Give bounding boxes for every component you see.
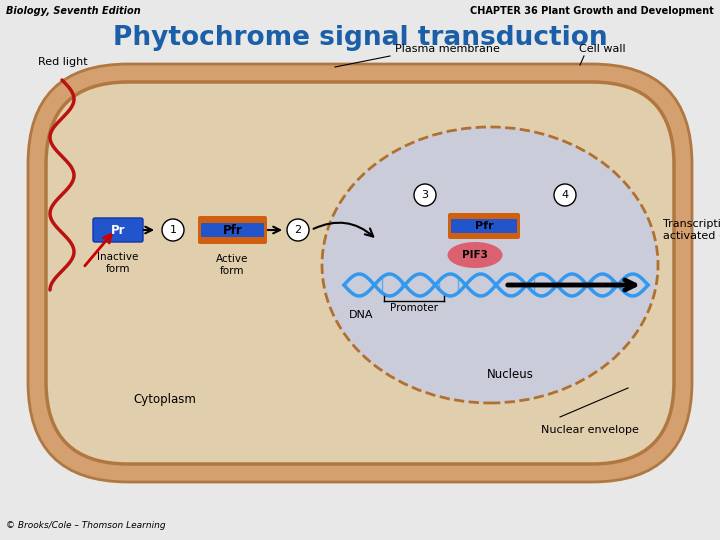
FancyBboxPatch shape bbox=[93, 218, 143, 242]
Text: 1: 1 bbox=[169, 225, 176, 235]
Circle shape bbox=[414, 184, 436, 206]
Text: Promoter: Promoter bbox=[390, 303, 438, 313]
Text: Active
form: Active form bbox=[216, 254, 248, 275]
Text: DNA: DNA bbox=[349, 310, 374, 320]
Text: Pfr: Pfr bbox=[222, 224, 243, 237]
Circle shape bbox=[287, 219, 309, 241]
Ellipse shape bbox=[322, 127, 658, 403]
Text: 4: 4 bbox=[562, 190, 569, 200]
Text: Biology, Seventh Edition: Biology, Seventh Edition bbox=[6, 6, 140, 16]
Text: © Brooks/Cole – Thomson Learning: © Brooks/Cole – Thomson Learning bbox=[6, 522, 166, 530]
FancyBboxPatch shape bbox=[448, 213, 520, 239]
FancyBboxPatch shape bbox=[198, 216, 267, 244]
Text: Cytoplasm: Cytoplasm bbox=[134, 394, 197, 407]
Circle shape bbox=[162, 219, 184, 241]
FancyBboxPatch shape bbox=[46, 82, 674, 464]
Text: Pr: Pr bbox=[111, 224, 125, 237]
Text: Pfr: Pfr bbox=[474, 221, 493, 231]
Circle shape bbox=[554, 184, 576, 206]
Text: 2: 2 bbox=[294, 225, 302, 235]
Text: Nucleus: Nucleus bbox=[487, 368, 534, 381]
Text: Cell wall: Cell wall bbox=[579, 44, 625, 54]
Text: Plasma membrane: Plasma membrane bbox=[395, 44, 500, 54]
FancyBboxPatch shape bbox=[201, 223, 264, 237]
Text: PIF3: PIF3 bbox=[462, 250, 488, 260]
Text: Phytochrome signal transduction: Phytochrome signal transduction bbox=[113, 25, 607, 51]
Text: Nuclear envelope: Nuclear envelope bbox=[541, 425, 639, 435]
Text: Transcription of gene
activated (or repressed): Transcription of gene activated (or repr… bbox=[663, 219, 720, 241]
Text: Red light: Red light bbox=[38, 57, 88, 67]
Text: CHAPTER 36 Plant Growth and Development: CHAPTER 36 Plant Growth and Development bbox=[470, 6, 714, 16]
FancyBboxPatch shape bbox=[451, 219, 517, 233]
Text: 3: 3 bbox=[421, 190, 428, 200]
Text: Inactive
form: Inactive form bbox=[97, 252, 139, 274]
Ellipse shape bbox=[448, 242, 503, 268]
FancyBboxPatch shape bbox=[28, 64, 692, 482]
